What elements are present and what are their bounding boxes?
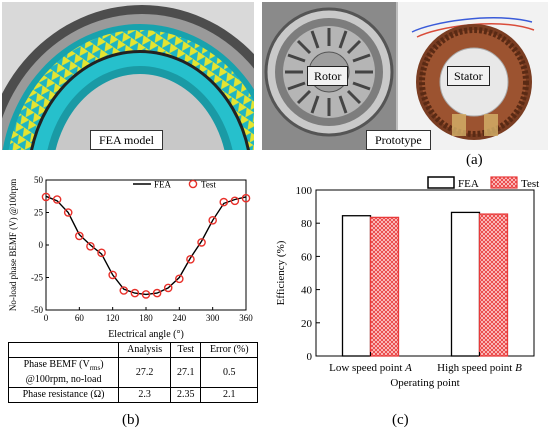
plot-frame xyxy=(315,189,535,357)
stator-label: Stator xyxy=(447,66,490,86)
test-data-point xyxy=(241,193,251,203)
fea-model-caption: FEA model xyxy=(90,130,164,150)
x-tick-label: 240 xyxy=(173,313,187,323)
y-tick-label: -50 xyxy=(31,305,43,315)
test-data-point xyxy=(63,208,73,217)
test-data-point xyxy=(219,197,229,207)
bar-test xyxy=(478,213,509,357)
y-tick-label: -25 xyxy=(31,273,43,283)
x-tick-label: 360 xyxy=(239,313,253,323)
x-axis-label: Electrical angle (°) xyxy=(108,329,184,340)
rotor-label: Rotor xyxy=(307,66,349,86)
y-tick-label: 100 xyxy=(296,185,313,197)
test-data-point xyxy=(152,288,162,298)
bar-test xyxy=(369,216,400,357)
x-tick-label: 120 xyxy=(106,313,120,323)
test-data-point xyxy=(186,255,195,264)
fea-series-line xyxy=(45,195,247,296)
table-header xyxy=(7,342,120,358)
fea-model-image xyxy=(2,2,254,150)
y-tick-label: 20 xyxy=(301,318,313,330)
test-data-point xyxy=(141,290,151,299)
test-data-point xyxy=(130,288,140,298)
efficiency-bar-chart: 0 20 40 60 80 100 Efficiency (%) Operating poin… xyxy=(275,176,539,389)
table-header: Analysis xyxy=(118,342,172,358)
test-data-point xyxy=(108,270,117,280)
test-data-point xyxy=(86,242,95,251)
legend-test-label: Test xyxy=(521,178,539,190)
comparison-table: Analysis Test Error (%) Phase BEMF (Vrms… xyxy=(7,342,258,403)
table-header-row: Analysis Test Error (%) xyxy=(7,342,258,358)
y-tick-label: 25 xyxy=(34,208,44,218)
table-row-label: Phase resistance (Ω) xyxy=(7,387,120,403)
test-data-point xyxy=(230,196,240,206)
bar-fea xyxy=(341,215,372,357)
legend-fea-label: FEA xyxy=(458,178,479,190)
test-data-point xyxy=(208,216,217,225)
y-tick-label: 50 xyxy=(34,175,44,185)
prototype-image xyxy=(262,2,548,150)
test-data-point xyxy=(52,195,62,204)
panel-a-label: (a) xyxy=(466,152,483,168)
test-data-point xyxy=(97,248,106,258)
y-tick-label: 80 xyxy=(301,218,313,230)
table-row: Phase BEMF (Vrms) @100rpm, no-load 27.2 … xyxy=(7,357,258,388)
table-cell: 0.5 xyxy=(200,357,258,388)
table-row: Phase resistance (Ω) 2.3 2.35 2.1 xyxy=(7,387,258,403)
panel-b-label: (b) xyxy=(122,412,140,428)
test-data-point xyxy=(197,238,206,247)
category-label: Low speed point A xyxy=(329,362,412,374)
prototype-caption: Prototype xyxy=(366,130,431,150)
x-axis-label: Operating point xyxy=(390,377,459,389)
test-data-point xyxy=(163,283,173,293)
table-cell: 2.3 xyxy=(118,387,172,403)
test-data-point xyxy=(41,192,51,202)
test-data-point xyxy=(119,286,129,295)
x-tick-label: 0 xyxy=(44,313,49,323)
table-cell: 27.1 xyxy=(170,357,202,388)
legend-test-label: Test xyxy=(201,180,216,190)
table-row-label: Phase BEMF (Vrms) @100rpm, no-load xyxy=(7,357,120,388)
table-header: Test xyxy=(170,342,202,358)
y-tick-label: 0 xyxy=(39,240,44,250)
legend-fea-swatch xyxy=(427,176,455,189)
test-data-point xyxy=(175,274,184,284)
table-cell: 27.2 xyxy=(118,357,172,388)
y-tick-label: 40 xyxy=(301,285,313,297)
legend-fea-label: FEA xyxy=(154,180,172,190)
y-axis-label: No-load phase BEMF (V) @100rpm xyxy=(8,179,18,311)
bar-fea xyxy=(450,211,481,357)
y-tick-label: 60 xyxy=(301,251,313,263)
x-tick-label: 60 xyxy=(75,313,85,323)
test-data-point xyxy=(75,231,84,241)
table-header: Error (%) xyxy=(200,342,258,358)
table-cell: 2.1 xyxy=(200,387,258,403)
y-tick-label: 0 xyxy=(307,351,313,363)
panel-c-label: (c) xyxy=(392,412,409,428)
table-cell: 2.35 xyxy=(170,387,202,403)
category-label: High speed point B xyxy=(437,362,522,374)
y-axis-label: Efficiency (%) xyxy=(275,240,287,305)
x-tick-label: 300 xyxy=(206,313,220,323)
legend-test-marker xyxy=(188,179,198,189)
bemf-line-chart: 0 60 120 180 240 300 360 -50 -25 0 25 50 Electrical … xyxy=(8,175,253,340)
x-tick-label: 180 xyxy=(139,313,153,323)
legend-test-swatch xyxy=(490,176,518,189)
